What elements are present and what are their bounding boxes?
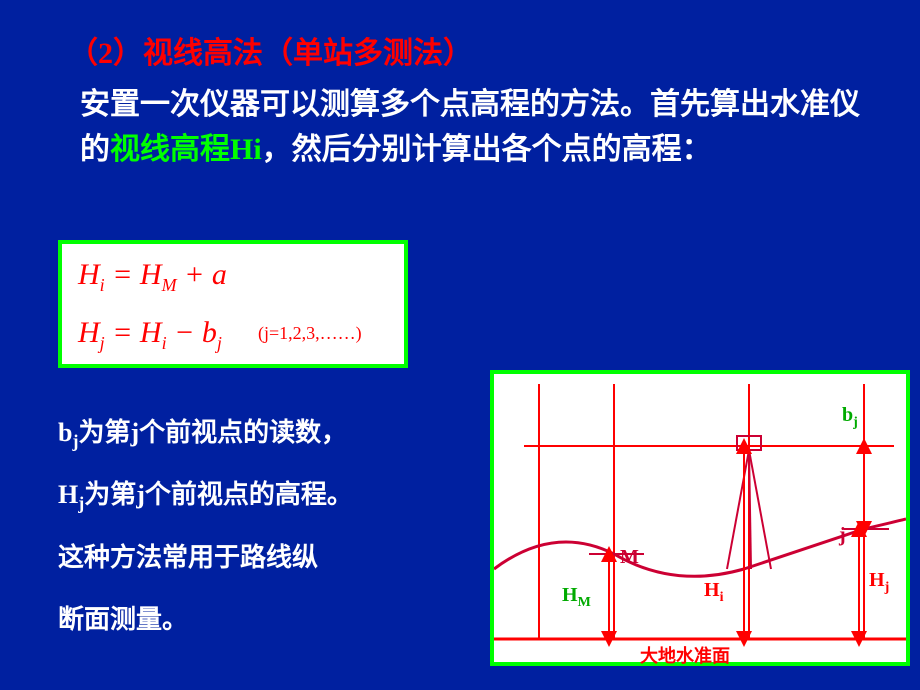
description: bj为第j个前视点的读数， Hj为第j个前视点的高程。 这种方法常用于路线纵 断… [58, 402, 478, 652]
label-Hi: Hi [704, 579, 723, 606]
label-M: M [620, 546, 639, 569]
label-Hj: Hj [869, 569, 889, 596]
desc-line-4: 断面测量。 [58, 589, 478, 651]
label-j: j [839, 524, 846, 547]
datum-label: 大地水准面 [640, 642, 730, 668]
formula-1: Hi = HM + a [78, 258, 227, 296]
desc-line-1: bj为第j个前视点的读数， [58, 402, 478, 464]
formula-2: Hj = Hi − bj [78, 316, 222, 354]
label-bj: bj [842, 404, 858, 431]
section-title: （2）视线高法（单站多测法） [68, 28, 473, 72]
desc-line-3: 这种方法常用于路线纵 [58, 527, 478, 589]
para-suffix: ，然后分别计算出各个点的高程： [262, 133, 712, 166]
hi-term: 视线高程Hi [110, 133, 262, 166]
formula-range: (j=1,2,3,……) [258, 323, 362, 344]
desc-line-2: Hj为第j个前视点的高程。 [58, 464, 478, 526]
diagram: bj M j HM Hi Hj [490, 370, 910, 666]
intro-paragraph: 安置一次仪器可以测算多个点高程的方法。首先算出水准仪的视线高程Hi，然后分别计算… [80, 82, 880, 172]
formula-box: Hi = HM + a Hj = Hi − bj [58, 240, 408, 368]
label-HM: HM [562, 584, 591, 611]
slide: （2）视线高法（单站多测法） 安置一次仪器可以测算多个点高程的方法。首先算出水准… [0, 0, 920, 690]
